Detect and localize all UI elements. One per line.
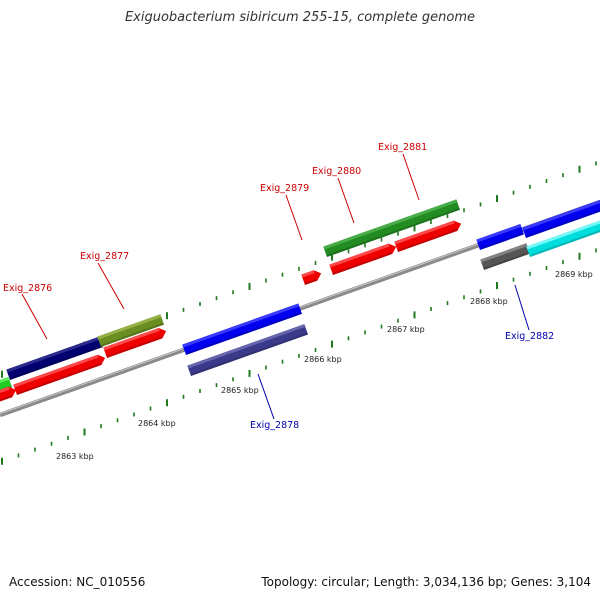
feature-grey-2882-shade: [483, 251, 530, 270]
feature-cyan-2882-shade: [529, 228, 600, 257]
feature-green-left-body: [0, 376, 13, 395]
feature-navy-shade: [9, 345, 104, 380]
scale-label-2865: 2865 kbp: [221, 386, 259, 395]
feature-grey-2882-shine: [480, 243, 528, 263]
scale-label-2867: 2867 kbp: [387, 325, 425, 334]
feature-slate-2878-body: [187, 324, 309, 376]
feature-slate-2878-shade: [190, 332, 309, 376]
feature-blue-upper-shade: [185, 311, 303, 355]
feature-grey-2882-body: [480, 243, 530, 270]
feature-red-2881-shine: [394, 220, 455, 245]
genome-summary-text: Topology: circular; Length: 3,034,136 bp…: [261, 575, 591, 589]
feature-blue-2882a-body: [476, 224, 525, 250]
feature-blue-2882b-body: [522, 199, 600, 238]
feature-red-2877-shine: [103, 327, 160, 351]
scale-label-2869: 2869 kbp: [555, 270, 593, 279]
callout-exig-2881: [402, 153, 420, 201]
feature-red-2876-shade: [16, 363, 102, 395]
feature-navy-shine: [6, 336, 101, 373]
callout-exig-2879: [285, 194, 303, 241]
feature-red-2879[interactable]: [301, 268, 323, 285]
feature-red-2881-body: [394, 220, 462, 252]
feature-track: [0, 199, 600, 405]
feature-cyan-2882[interactable]: [526, 220, 600, 257]
gene-label-exig-2879[interactable]: Exig_2879: [260, 183, 309, 194]
callout-exig-2878: [257, 373, 275, 420]
feature-red-2881[interactable]: [394, 219, 463, 252]
feature-olive-shade: [100, 322, 165, 347]
feature-red-2879-shine: [301, 270, 315, 278]
feature-olive-body: [97, 314, 165, 347]
feature-blue-upper[interactable]: [182, 303, 303, 355]
scale-label-2868: 2868 kbp: [470, 297, 508, 306]
feature-green-2880-shine: [323, 199, 458, 250]
scale-label-2866: 2866 kbp: [304, 355, 342, 364]
gene-label-exig-2881[interactable]: Exig_2881: [378, 142, 427, 153]
feature-red-2880-body: [329, 243, 397, 275]
feature-navy-body: [6, 336, 104, 380]
feature-green-2880-body: [323, 199, 460, 257]
gene-label-exig-2878[interactable]: Exig_2878: [250, 420, 299, 431]
gene-label-exig-2882[interactable]: Exig_2882: [505, 331, 554, 342]
feature-blue-2882a[interactable]: [476, 224, 525, 250]
feature-blue-2882b-shade: [525, 208, 600, 238]
feature-red-2881-shade: [397, 229, 458, 252]
feature-red-left[interactable]: [0, 385, 18, 405]
gene-label-exig-2877[interactable]: Exig_2877: [80, 251, 129, 262]
feature-blue-upper-body: [182, 303, 303, 355]
feature-olive-shine: [97, 314, 162, 340]
feature-red-2876-shine: [13, 354, 99, 388]
feature-red-left-shade: [0, 395, 13, 405]
feature-blue-2882a-shine: [476, 224, 522, 243]
feature-blue-upper-shine: [182, 303, 300, 348]
feature-red-left-body: [0, 386, 17, 405]
callout-exig-2876: [21, 293, 48, 340]
map-title: Exiguobacterium sibiricum 255-15, comple…: [124, 10, 476, 25]
feature-green-2880[interactable]: [323, 199, 460, 257]
feature-green-left-shine: [0, 376, 10, 388]
feature-cyan-2882-body: [526, 220, 600, 257]
gene-label-exig-2876[interactable]: Exig_2876: [3, 283, 52, 294]
inner-tick-track: [1, 248, 597, 465]
scale-label-2864: 2864 kbp: [138, 419, 176, 428]
feature-green-2880-shade: [326, 207, 460, 257]
feature-red-left-shine: [0, 386, 10, 398]
scale-label-2863: 2863 kbp: [56, 452, 94, 461]
feature-red-2876-body: [13, 354, 106, 395]
feature-blue-2882a-shade: [479, 232, 525, 250]
accession-text: Accession: NC_010556: [9, 575, 146, 589]
feature-red-2877-body: [103, 327, 167, 358]
feature-grey-2882[interactable]: [480, 243, 530, 270]
gene-label-exig-2880[interactable]: Exig_2880: [312, 166, 361, 177]
callout-exig-2882: [514, 284, 530, 331]
feature-red-2879-shade: [304, 278, 318, 285]
feature-navy[interactable]: [6, 336, 104, 380]
feature-olive[interactable]: [97, 314, 165, 347]
feature-blue-2882b[interactable]: [522, 199, 600, 238]
feature-blue-2882b-shine: [522, 199, 600, 231]
feature-red-2880-shine: [329, 243, 390, 268]
feature-red-2880-shade: [332, 252, 393, 275]
callout-exig-2877: [97, 262, 125, 310]
label-callouts: [21, 153, 530, 420]
feature-cyan-2882-shine: [526, 220, 600, 250]
feature-red-2876[interactable]: [13, 353, 107, 395]
callout-exig-2880: [337, 177, 355, 224]
feature-red-2877-shade: [106, 336, 163, 358]
feature-red-2880[interactable]: [329, 242, 398, 275]
feature-slate-2878[interactable]: [187, 324, 309, 376]
feature-slate-2878-shine: [187, 324, 306, 369]
feature-red-2877[interactable]: [103, 326, 168, 358]
